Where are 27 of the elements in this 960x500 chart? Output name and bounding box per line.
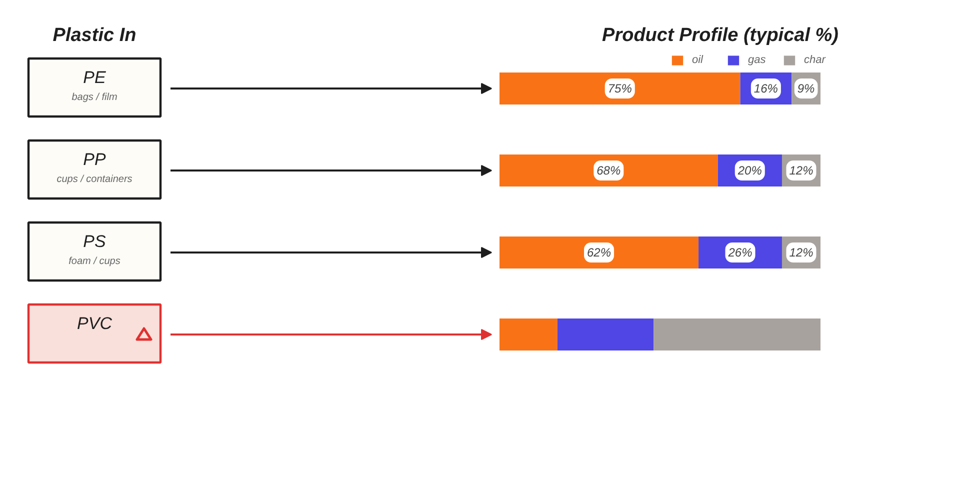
y-tick-label: PP xyxy=(83,150,106,169)
y-tick-label: PE xyxy=(83,68,106,87)
bar xyxy=(500,236,699,268)
data-label: 9% xyxy=(797,82,816,96)
data-label: 16% xyxy=(754,82,778,96)
y-axis-title: Plastic In xyxy=(52,25,136,46)
data-label: 26% xyxy=(727,246,753,260)
text: cups / containers xyxy=(56,174,132,185)
bar xyxy=(500,154,718,186)
y-tick-label: PS xyxy=(83,232,106,251)
bar xyxy=(654,318,820,350)
bar xyxy=(500,318,558,350)
bar xyxy=(557,318,654,350)
data-label: 12% xyxy=(789,246,814,260)
bar xyxy=(500,72,740,104)
data-label: 62% xyxy=(587,246,612,260)
legend-label: gas xyxy=(748,54,767,66)
chart-title: Product Profile (typical %) xyxy=(602,25,839,46)
text: foam / cups xyxy=(68,256,120,267)
data-label: 12% xyxy=(789,164,814,178)
y-tick-label: PVC xyxy=(77,314,113,333)
data-label: 75% xyxy=(608,82,632,96)
text: bags / film xyxy=(72,92,118,103)
legend-label: oil xyxy=(692,54,704,66)
data-label: 68% xyxy=(596,164,621,178)
legend-label: char xyxy=(804,54,826,66)
data-label: 20% xyxy=(736,164,762,178)
